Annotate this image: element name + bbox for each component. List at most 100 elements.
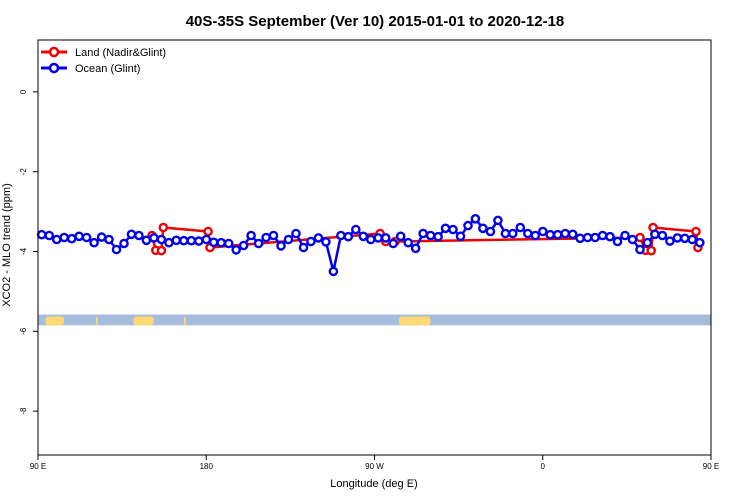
- data-point-ocean-23: [208, 237, 219, 248]
- data-point-ocean-63: [507, 228, 518, 239]
- data-point-land-9: [635, 232, 645, 243]
- x-axis: 90 E 180 90 W 0 90 E: [30, 455, 719, 471]
- data-point-ocean-49: [403, 237, 414, 248]
- data-point-ocean-17: [164, 237, 174, 248]
- y-tick-label-4: -8: [19, 407, 28, 415]
- data-point-ocean-30: [261, 232, 271, 243]
- data-point-ocean-24: [216, 237, 226, 248]
- data-point-land-2: [156, 245, 167, 256]
- data-point-ocean-61: [493, 215, 503, 226]
- data-point-ocean-53: [433, 231, 443, 242]
- data-point-ocean-60: [485, 226, 496, 237]
- series-lines: [41, 216, 701, 272]
- data-point-ocean-19: [178, 235, 189, 246]
- data-point-ocean-46: [380, 233, 391, 243]
- data-point-ocean-14: [141, 235, 152, 246]
- y-tick-label-2: -4: [19, 247, 28, 255]
- map-strip: [38, 314, 711, 326]
- data-point-ocean-48: [395, 231, 406, 242]
- data-point-ocean-54: [440, 223, 451, 234]
- data-point-land-3: [158, 222, 169, 233]
- data-point-ocean-55: [448, 224, 458, 235]
- data-point-ocean-7: [89, 237, 99, 248]
- data-point-ocean-68: [545, 229, 556, 240]
- data-point-ocean-47: [388, 238, 399, 249]
- data-point-land-13: [691, 226, 701, 237]
- legend-label-land: Land (Nadir&Glint): [75, 47, 166, 59]
- data-point-ocean-36: [306, 236, 316, 247]
- x-tick-label-3: 0: [541, 462, 546, 471]
- data-point-ocean-28: [246, 230, 256, 241]
- data-point-ocean-16: [156, 234, 167, 245]
- data-point-ocean-51: [418, 228, 428, 239]
- data-point-ocean-20: [186, 235, 197, 246]
- data-point-ocean-41: [343, 231, 354, 242]
- data-point-ocean-13: [134, 230, 144, 241]
- legend-swatch-land-marker: [48, 46, 60, 58]
- data-point-ocean-52: [425, 230, 436, 241]
- data-point-ocean-15: [149, 233, 159, 243]
- data-point-ocean-1: [44, 230, 55, 241]
- plot-frame: [37, 39, 712, 456]
- data-point-ocean-81: [642, 237, 653, 248]
- x-tick-label-4: 90 E: [703, 462, 719, 471]
- data-point-ocean-11: [119, 238, 129, 249]
- data-point-ocean-56: [455, 231, 466, 242]
- map-strip-land-3: [45, 316, 65, 326]
- map-strip-land-4: [95, 316, 98, 326]
- legend: Land (Nadir&Glint) Ocean (Glint): [41, 46, 166, 75]
- y-tick-label-3: -6: [19, 327, 28, 335]
- data-point-ocean-58: [470, 213, 481, 224]
- x-tick-label-0: 90 E: [30, 462, 46, 471]
- data-point-ocean-45: [373, 233, 384, 243]
- data-point-ocean-84: [665, 236, 675, 246]
- data-point-ocean-6: [81, 232, 92, 243]
- data-point-ocean-12: [126, 229, 137, 240]
- data-point-ocean-65: [523, 228, 533, 239]
- legend-item-ocean: Ocean (Glint): [41, 62, 140, 75]
- data-point-ocean-37: [313, 233, 324, 243]
- data-point-ocean-27: [238, 240, 249, 251]
- data-point-ocean-26: [231, 245, 241, 255]
- data-point-ocean-59: [478, 223, 488, 234]
- data-point-ocean-88: [695, 237, 705, 248]
- data-point-ocean-78: [620, 230, 630, 241]
- data-point-ocean-77: [612, 236, 623, 247]
- data-point-ocean-38: [321, 237, 331, 247]
- legend-label-ocean: Ocean (Glint): [75, 63, 140, 75]
- data-point-ocean-85: [672, 233, 683, 243]
- map-strip-land-2: [398, 316, 431, 326]
- data-point-ocean-33: [283, 234, 294, 245]
- y-axis: 0 -2 -4 -6 -8: [19, 89, 38, 415]
- data-point-ocean-64: [515, 222, 526, 233]
- x-tick-label-2: 90 W: [365, 462, 384, 471]
- data-point-ocean-87: [687, 234, 698, 245]
- data-point-ocean-22: [201, 234, 212, 245]
- data-point-ocean-31: [268, 230, 279, 241]
- map-strip-land-1: [183, 316, 186, 326]
- data-point-ocean-76: [605, 231, 615, 242]
- data-point-ocean-44: [365, 234, 376, 245]
- y-tick-label-1: -2: [19, 168, 28, 176]
- series-points: [36, 213, 705, 277]
- data-point-ocean-74: [590, 232, 600, 243]
- data-point-ocean-79: [627, 234, 638, 245]
- data-point-ocean-29: [253, 238, 264, 249]
- data-point-ocean-71: [567, 229, 578, 240]
- data-point-ocean-9: [104, 234, 114, 245]
- data-point-ocean-75: [597, 230, 608, 241]
- legend-swatch-ocean-marker: [48, 62, 60, 74]
- data-point-ocean-39: [328, 266, 339, 277]
- data-point-ocean-62: [500, 228, 511, 239]
- data-point-ocean-5: [74, 231, 84, 242]
- data-point-ocean-3: [59, 232, 69, 243]
- data-point-ocean-50: [410, 243, 421, 254]
- data-point-ocean-83: [657, 230, 668, 241]
- chart-title: 40S-35S September (Ver 10) 2015-01-01 to…: [186, 13, 565, 30]
- series-line-ocean: [41, 216, 701, 272]
- data-point-ocean-8: [96, 232, 107, 242]
- data-point-land-4: [203, 226, 213, 237]
- data-point-ocean-43: [358, 231, 369, 242]
- data-point-ocean-66: [530, 230, 541, 241]
